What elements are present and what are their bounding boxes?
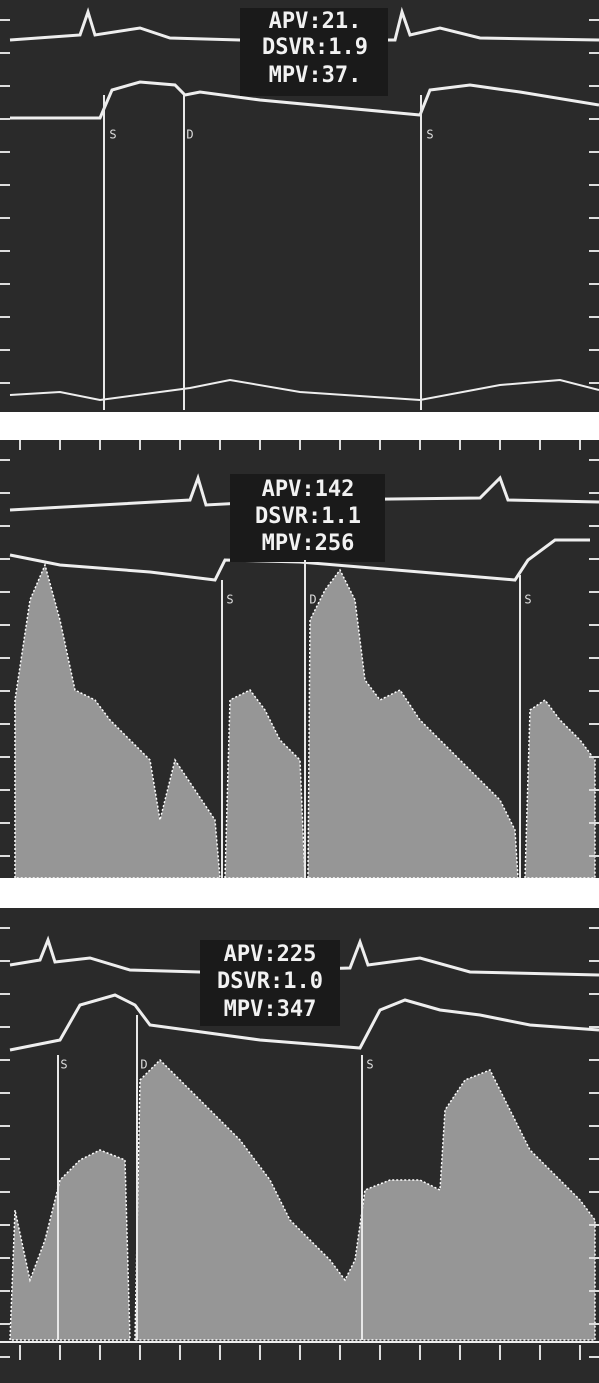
marker-label: D: [186, 128, 193, 142]
marker-label: S: [226, 593, 233, 607]
readout-apv: APV:21.: [269, 9, 362, 34]
readout-mpv: MPV:347: [224, 997, 317, 1022]
marker-label: S: [524, 593, 531, 607]
marker-label: S: [426, 128, 433, 142]
marker-label: S: [366, 1058, 373, 1072]
marker-label: S: [60, 1058, 67, 1072]
readout-mpv: MPV:256: [262, 531, 355, 556]
marker-label: S: [109, 128, 116, 142]
marker-label: D: [140, 1058, 147, 1072]
marker-label: D: [309, 593, 316, 607]
readout-dsvr: DSVR:1.0: [217, 969, 323, 994]
readout-dsvr: DSVR:1.1: [255, 504, 361, 529]
readout-dsvr: DSVR:1.9: [262, 35, 368, 60]
readout-mpv: MPV:37.: [269, 63, 362, 88]
readout-apv: APV:225: [224, 942, 317, 967]
readout-apv: APV:142: [262, 477, 355, 502]
doppler-figure: APV:21. DSVR:1.9 MPV:37. APV:142 DSVR:1.…: [0, 0, 599, 1383]
